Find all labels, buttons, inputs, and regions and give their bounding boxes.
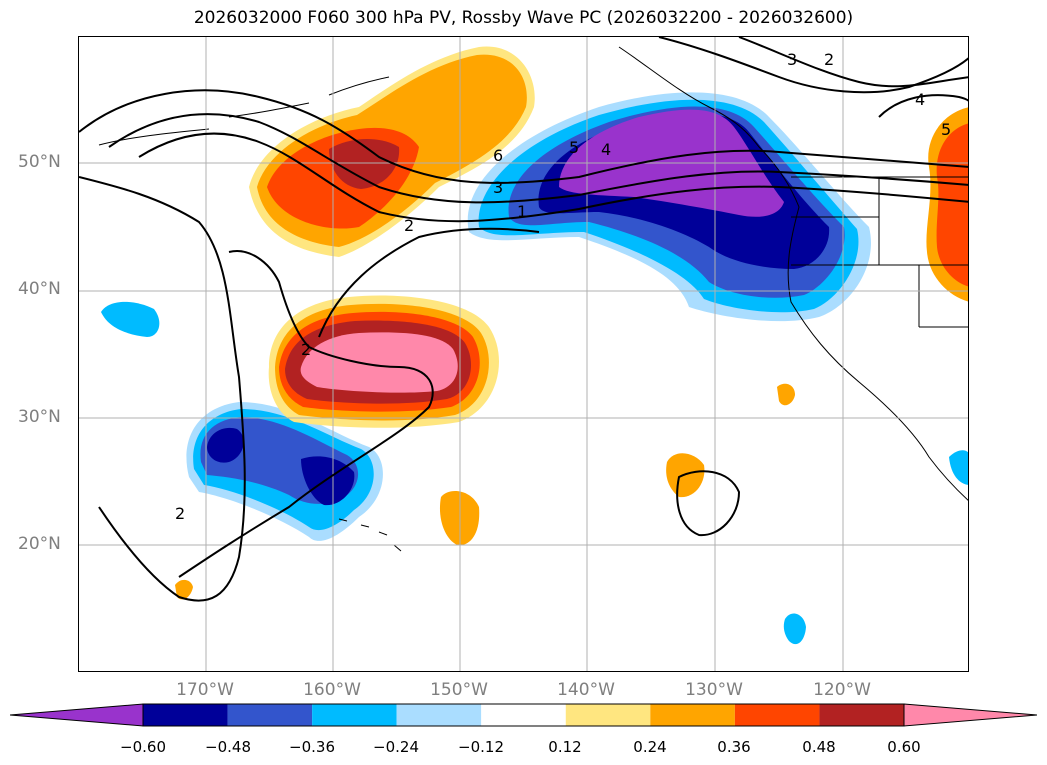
contour-label: 3 bbox=[787, 50, 797, 69]
colorbar-tick-label: 0.36 bbox=[717, 738, 751, 756]
contour-label: 2 bbox=[824, 50, 834, 69]
contour-labels: 2 3 4 5 6 1 2 3 4 5 2 2 bbox=[175, 50, 951, 523]
negative-anomaly-small-south bbox=[783, 613, 806, 645]
colorbar-segment bbox=[734, 704, 820, 726]
contour-label: 2 bbox=[175, 504, 185, 523]
contour-line bbox=[878, 94, 968, 118]
lat-label: 30°N bbox=[18, 407, 61, 427]
lon-label: 130°W bbox=[685, 680, 743, 700]
negative-anomaly-small-east bbox=[949, 450, 968, 485]
positive-anomaly-east-2 bbox=[936, 123, 968, 287]
contour-line bbox=[108, 113, 968, 204]
colorbar-segment bbox=[481, 704, 566, 726]
contour-label: 5 bbox=[569, 138, 579, 157]
contour-line bbox=[138, 132, 968, 223]
us-state-borders bbox=[791, 176, 968, 328]
colorbar-extend-min bbox=[10, 703, 144, 727]
colorbar-tick-label: 0.12 bbox=[548, 738, 582, 756]
lat-label: 40°N bbox=[18, 279, 61, 299]
colorbar-segment bbox=[819, 704, 904, 726]
colorbar bbox=[10, 703, 1037, 727]
colorbar-outline bbox=[142, 703, 905, 727]
gridlines bbox=[79, 37, 968, 671]
colorbar-segment bbox=[565, 704, 651, 726]
map-panel: 2 3 4 5 6 1 2 3 4 5 2 2 bbox=[78, 36, 969, 672]
contour-label: 2 bbox=[301, 340, 311, 359]
negative-anomaly-small-west bbox=[101, 301, 160, 337]
lon-label: 140°W bbox=[557, 680, 615, 700]
lon-label: 120°W bbox=[813, 680, 871, 700]
colorbar-extend-max bbox=[903, 703, 1037, 727]
contour-line bbox=[658, 37, 968, 94]
colorbar-tick-label: 0.24 bbox=[633, 738, 667, 756]
map-svg: 2 3 4 5 6 1 2 3 4 5 2 2 bbox=[79, 37, 968, 671]
contour-label: 1 bbox=[517, 202, 527, 221]
colorbar-tick-label: −0.12 bbox=[458, 738, 504, 756]
map-title: 2026032000 F060 300 hPa PV, Rossby Wave … bbox=[193, 8, 854, 28]
pv-contours bbox=[79, 37, 968, 602]
contour-line bbox=[79, 176, 246, 602]
contour-label: 5 bbox=[941, 120, 951, 139]
lon-label: 160°W bbox=[303, 680, 361, 700]
coastlines bbox=[98, 46, 968, 552]
colorbar-tick-label: 0.48 bbox=[802, 738, 836, 756]
colorbar-segment bbox=[396, 704, 482, 726]
contour-label: 4 bbox=[915, 90, 925, 109]
contour-label: 4 bbox=[601, 140, 611, 159]
contour-line bbox=[178, 250, 434, 578]
lon-label: 150°W bbox=[430, 680, 488, 700]
colorbar-tick-label: −0.60 bbox=[120, 738, 166, 756]
colorbar-tick-label: 0.60 bbox=[887, 738, 921, 756]
positive-anomaly-small-3 bbox=[175, 579, 193, 600]
colorbar-tick-label: −0.24 bbox=[373, 738, 419, 756]
hawaii-islands bbox=[338, 518, 402, 552]
aleutian-islands bbox=[98, 76, 390, 146]
lat-label: 20°N bbox=[18, 534, 61, 554]
colorbar-segments bbox=[10, 703, 1037, 727]
contour-label: 2 bbox=[404, 216, 414, 235]
colorbar-segment bbox=[227, 704, 313, 726]
anomaly-fields bbox=[101, 46, 968, 645]
colorbar-segment bbox=[143, 704, 228, 726]
contour-label: 3 bbox=[493, 178, 503, 197]
positive-anomaly-small-4 bbox=[777, 383, 795, 406]
north-america-coast bbox=[618, 46, 968, 501]
colorbar-segment bbox=[650, 704, 735, 726]
contour-line bbox=[738, 37, 968, 88]
contour-line bbox=[79, 89, 968, 184]
contour-label: 6 bbox=[493, 146, 503, 165]
positive-anomaly-region-north-4 bbox=[329, 138, 400, 189]
lat-label: 50°N bbox=[18, 152, 61, 172]
colorbar-tick-label: −0.48 bbox=[205, 738, 251, 756]
colorbar-segment bbox=[312, 704, 397, 726]
contour-line bbox=[676, 470, 741, 537]
positive-anomaly-region-central-5 bbox=[300, 332, 458, 393]
lon-label: 170°W bbox=[176, 680, 234, 700]
colorbar-tick-label: −0.36 bbox=[289, 738, 335, 756]
contour-line bbox=[318, 227, 540, 338]
